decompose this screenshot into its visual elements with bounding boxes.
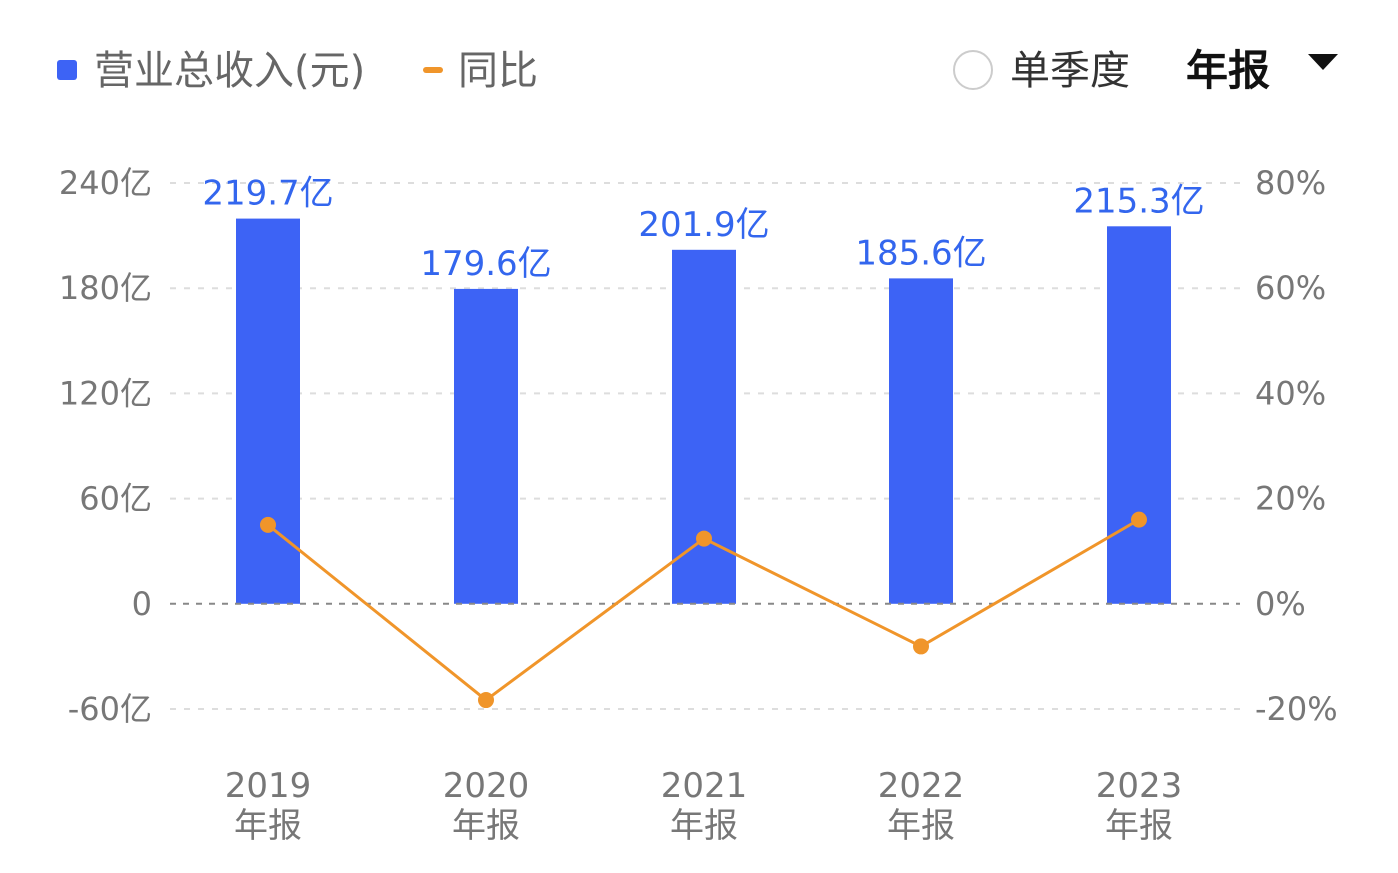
yoy-point[interactable] <box>913 638 929 655</box>
bar-series <box>236 218 1171 604</box>
dropdown-triangle-icon[interactable] <box>1308 54 1338 70</box>
category-year-label: 2020 <box>443 766 530 806</box>
left-tick-label: 180亿 <box>59 269 152 307</box>
legend-bar-label: 营业总收入(元) <box>94 48 365 94</box>
yoy-point[interactable] <box>1131 511 1147 528</box>
category-period-label: 年报 <box>670 806 738 846</box>
category-year-label: 2023 <box>1096 766 1183 806</box>
legend-bar-swatch <box>57 60 77 80</box>
period-dropdown[interactable]: 年报 <box>1186 46 1338 95</box>
radio-circle-icon[interactable] <box>953 50 993 90</box>
yoy-point[interactable] <box>696 530 712 547</box>
period-selected-label: 年报 <box>1186 46 1270 95</box>
left-tick-label: 120亿 <box>59 374 152 412</box>
right-tick-label: 40% <box>1255 374 1326 412</box>
right-tick-label: 60% <box>1255 269 1326 307</box>
category-period-label: 年报 <box>1105 806 1173 846</box>
left-tick-label: 60亿 <box>79 480 152 518</box>
category-period-label: 年报 <box>234 806 302 846</box>
quarter-option-label: 单季度 <box>1010 48 1130 94</box>
yoy-line-series <box>260 511 1147 709</box>
category-year-label: 2019 <box>225 766 312 806</box>
bar-value-label: 201.9亿 <box>638 205 769 245</box>
category-year-label: 2021 <box>661 766 748 806</box>
right-tick-label: -20% <box>1255 690 1338 728</box>
bar-value-label: 215.3亿 <box>1073 181 1204 221</box>
revenue-bar[interactable] <box>236 218 300 604</box>
yoy-point[interactable] <box>478 692 494 709</box>
left-tick-label: 240亿 <box>59 164 152 202</box>
right-axis: 80% 60% 40% 20% 0% -20% <box>1255 164 1338 728</box>
category-period-label: 年报 <box>452 806 520 846</box>
category-period-label: 年报 <box>887 806 955 846</box>
bar-data-labels: 219.7亿 179.6亿 201.9亿 185.6亿 215.3亿 <box>202 174 1204 284</box>
yoy-point[interactable] <box>260 516 276 533</box>
quarter-toggle[interactable]: 单季度 <box>953 48 1130 94</box>
bar-value-label: 179.6亿 <box>420 244 551 284</box>
bar-value-label: 185.6亿 <box>855 233 986 273</box>
legend-line-label: 同比 <box>458 48 538 94</box>
legend-line-swatch <box>423 67 443 73</box>
category-year-label: 2022 <box>878 766 965 806</box>
revenue-bar[interactable] <box>1107 226 1171 604</box>
bar-value-label: 219.7亿 <box>202 174 333 214</box>
right-tick-label: 80% <box>1255 164 1326 202</box>
revenue-bar[interactable] <box>889 278 953 604</box>
left-axis: 240亿 180亿 120亿 60亿 0 -60亿 <box>59 164 152 728</box>
revenue-bar[interactable] <box>454 288 518 604</box>
left-tick-label: 0 <box>132 585 152 623</box>
right-tick-label: 0% <box>1255 585 1306 623</box>
legend[interactable]: 营业总收入(元) 同比 <box>57 48 538 94</box>
right-tick-label: 20% <box>1255 480 1326 518</box>
left-tick-label: -60亿 <box>68 690 152 728</box>
